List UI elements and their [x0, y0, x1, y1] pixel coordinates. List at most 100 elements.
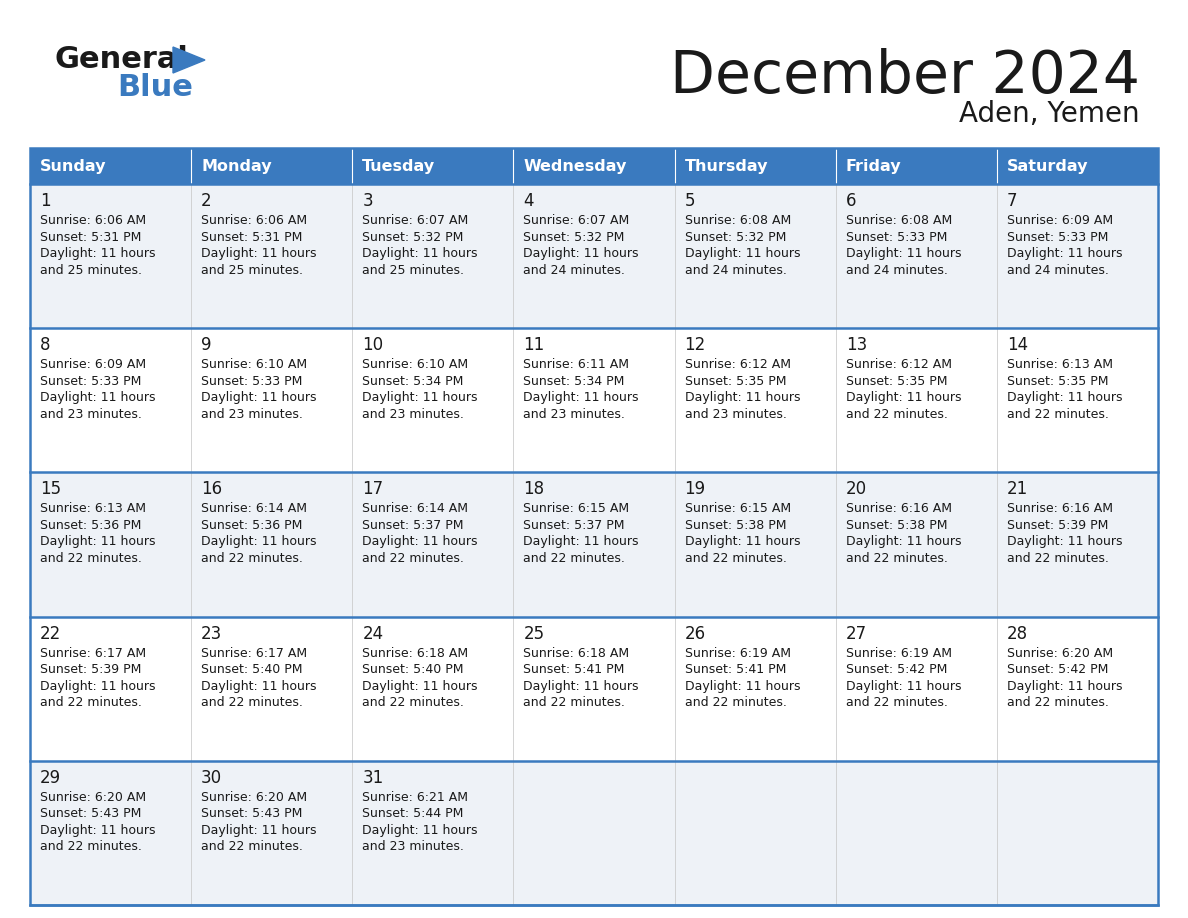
Text: Sunrise: 6:19 AM: Sunrise: 6:19 AM — [684, 646, 790, 660]
Text: Sunrise: 6:15 AM: Sunrise: 6:15 AM — [524, 502, 630, 515]
Text: 26: 26 — [684, 624, 706, 643]
Text: 25: 25 — [524, 624, 544, 643]
Text: Daylight: 11 hours: Daylight: 11 hours — [524, 535, 639, 548]
Text: and 22 minutes.: and 22 minutes. — [1007, 696, 1108, 709]
Bar — [675, 473, 835, 617]
Text: Daylight: 11 hours: Daylight: 11 hours — [524, 391, 639, 404]
Text: Sunset: 5:40 PM: Sunset: 5:40 PM — [362, 663, 463, 676]
Text: Daylight: 11 hours: Daylight: 11 hours — [201, 823, 317, 837]
Text: and 24 minutes.: and 24 minutes. — [684, 263, 786, 276]
Bar — [997, 761, 1158, 905]
Text: and 22 minutes.: and 22 minutes. — [362, 696, 465, 709]
Text: Daylight: 11 hours: Daylight: 11 hours — [1007, 391, 1123, 404]
Text: Sunrise: 6:09 AM: Sunrise: 6:09 AM — [1007, 214, 1113, 227]
Text: Wednesday: Wednesday — [524, 159, 627, 174]
Text: Daylight: 11 hours: Daylight: 11 hours — [201, 679, 317, 692]
Bar — [353, 473, 513, 617]
Bar — [353, 184, 513, 329]
Bar — [30, 148, 191, 184]
Text: and 22 minutes.: and 22 minutes. — [684, 696, 786, 709]
Text: and 22 minutes.: and 22 minutes. — [40, 696, 141, 709]
Text: Sunset: 5:33 PM: Sunset: 5:33 PM — [40, 375, 141, 387]
Text: 30: 30 — [201, 768, 222, 787]
Text: Sunrise: 6:20 AM: Sunrise: 6:20 AM — [40, 790, 146, 804]
Text: Daylight: 11 hours: Daylight: 11 hours — [40, 247, 156, 260]
Text: Sunset: 5:43 PM: Sunset: 5:43 PM — [201, 807, 303, 821]
Text: Aden, Yemen: Aden, Yemen — [960, 100, 1140, 128]
Bar — [353, 329, 513, 473]
Text: Sunset: 5:44 PM: Sunset: 5:44 PM — [362, 807, 463, 821]
Text: Tuesday: Tuesday — [362, 159, 436, 174]
Text: Daylight: 11 hours: Daylight: 11 hours — [362, 679, 478, 692]
Text: Sunset: 5:32 PM: Sunset: 5:32 PM — [524, 230, 625, 243]
Text: and 22 minutes.: and 22 minutes. — [40, 840, 141, 854]
Text: 22: 22 — [40, 624, 62, 643]
Bar — [997, 473, 1158, 617]
Bar — [30, 329, 191, 473]
Text: and 22 minutes.: and 22 minutes. — [684, 552, 786, 565]
Bar — [191, 148, 353, 184]
Text: Friday: Friday — [846, 159, 902, 174]
Bar — [835, 184, 997, 329]
Text: Daylight: 11 hours: Daylight: 11 hours — [201, 535, 317, 548]
Text: Daylight: 11 hours: Daylight: 11 hours — [684, 247, 800, 260]
Text: and 22 minutes.: and 22 minutes. — [846, 552, 948, 565]
Text: 13: 13 — [846, 336, 867, 354]
Text: 14: 14 — [1007, 336, 1028, 354]
Text: Sunset: 5:36 PM: Sunset: 5:36 PM — [201, 519, 303, 532]
Text: 5: 5 — [684, 192, 695, 210]
Text: Sunrise: 6:09 AM: Sunrise: 6:09 AM — [40, 358, 146, 371]
Text: Sunset: 5:31 PM: Sunset: 5:31 PM — [201, 230, 303, 243]
Text: Sunrise: 6:18 AM: Sunrise: 6:18 AM — [524, 646, 630, 660]
Text: and 23 minutes.: and 23 minutes. — [201, 408, 303, 420]
Text: Sunset: 5:31 PM: Sunset: 5:31 PM — [40, 230, 141, 243]
Text: 19: 19 — [684, 480, 706, 498]
Text: 3: 3 — [362, 192, 373, 210]
Text: Sunset: 5:35 PM: Sunset: 5:35 PM — [684, 375, 786, 387]
Text: Daylight: 11 hours: Daylight: 11 hours — [201, 391, 317, 404]
Bar — [675, 617, 835, 761]
Text: and 22 minutes.: and 22 minutes. — [846, 696, 948, 709]
Bar — [835, 617, 997, 761]
Text: Sunset: 5:35 PM: Sunset: 5:35 PM — [846, 375, 947, 387]
Bar — [191, 329, 353, 473]
Text: and 24 minutes.: and 24 minutes. — [524, 263, 625, 276]
Text: 21: 21 — [1007, 480, 1028, 498]
Text: Daylight: 11 hours: Daylight: 11 hours — [1007, 679, 1123, 692]
Text: Sunrise: 6:06 AM: Sunrise: 6:06 AM — [201, 214, 308, 227]
Text: Monday: Monday — [201, 159, 272, 174]
Text: Sunrise: 6:08 AM: Sunrise: 6:08 AM — [846, 214, 952, 227]
Text: Sunrise: 6:10 AM: Sunrise: 6:10 AM — [362, 358, 468, 371]
Bar — [675, 761, 835, 905]
Text: Sunset: 5:41 PM: Sunset: 5:41 PM — [524, 663, 625, 676]
Text: Daylight: 11 hours: Daylight: 11 hours — [40, 535, 156, 548]
Text: 12: 12 — [684, 336, 706, 354]
Bar — [30, 761, 191, 905]
Text: Daylight: 11 hours: Daylight: 11 hours — [684, 679, 800, 692]
Text: Sunday: Sunday — [40, 159, 107, 174]
Bar — [675, 184, 835, 329]
Text: Sunrise: 6:13 AM: Sunrise: 6:13 AM — [1007, 358, 1113, 371]
Text: 18: 18 — [524, 480, 544, 498]
Text: Sunset: 5:38 PM: Sunset: 5:38 PM — [846, 519, 947, 532]
Text: Daylight: 11 hours: Daylight: 11 hours — [846, 679, 961, 692]
Text: Sunset: 5:39 PM: Sunset: 5:39 PM — [40, 663, 141, 676]
Bar — [835, 329, 997, 473]
Text: Daylight: 11 hours: Daylight: 11 hours — [362, 391, 478, 404]
Text: Sunrise: 6:10 AM: Sunrise: 6:10 AM — [201, 358, 308, 371]
Text: 4: 4 — [524, 192, 533, 210]
Text: Thursday: Thursday — [684, 159, 769, 174]
Text: Daylight: 11 hours: Daylight: 11 hours — [40, 679, 156, 692]
Text: 24: 24 — [362, 624, 384, 643]
Text: and 23 minutes.: and 23 minutes. — [362, 408, 465, 420]
Bar — [513, 184, 675, 329]
Bar — [513, 473, 675, 617]
Text: Daylight: 11 hours: Daylight: 11 hours — [846, 391, 961, 404]
Text: Sunset: 5:32 PM: Sunset: 5:32 PM — [684, 230, 786, 243]
Text: Sunset: 5:33 PM: Sunset: 5:33 PM — [846, 230, 947, 243]
Bar — [30, 148, 1158, 905]
Bar — [997, 184, 1158, 329]
Text: Sunset: 5:40 PM: Sunset: 5:40 PM — [201, 663, 303, 676]
Text: Sunset: 5:34 PM: Sunset: 5:34 PM — [524, 375, 625, 387]
Text: Sunset: 5:33 PM: Sunset: 5:33 PM — [201, 375, 303, 387]
